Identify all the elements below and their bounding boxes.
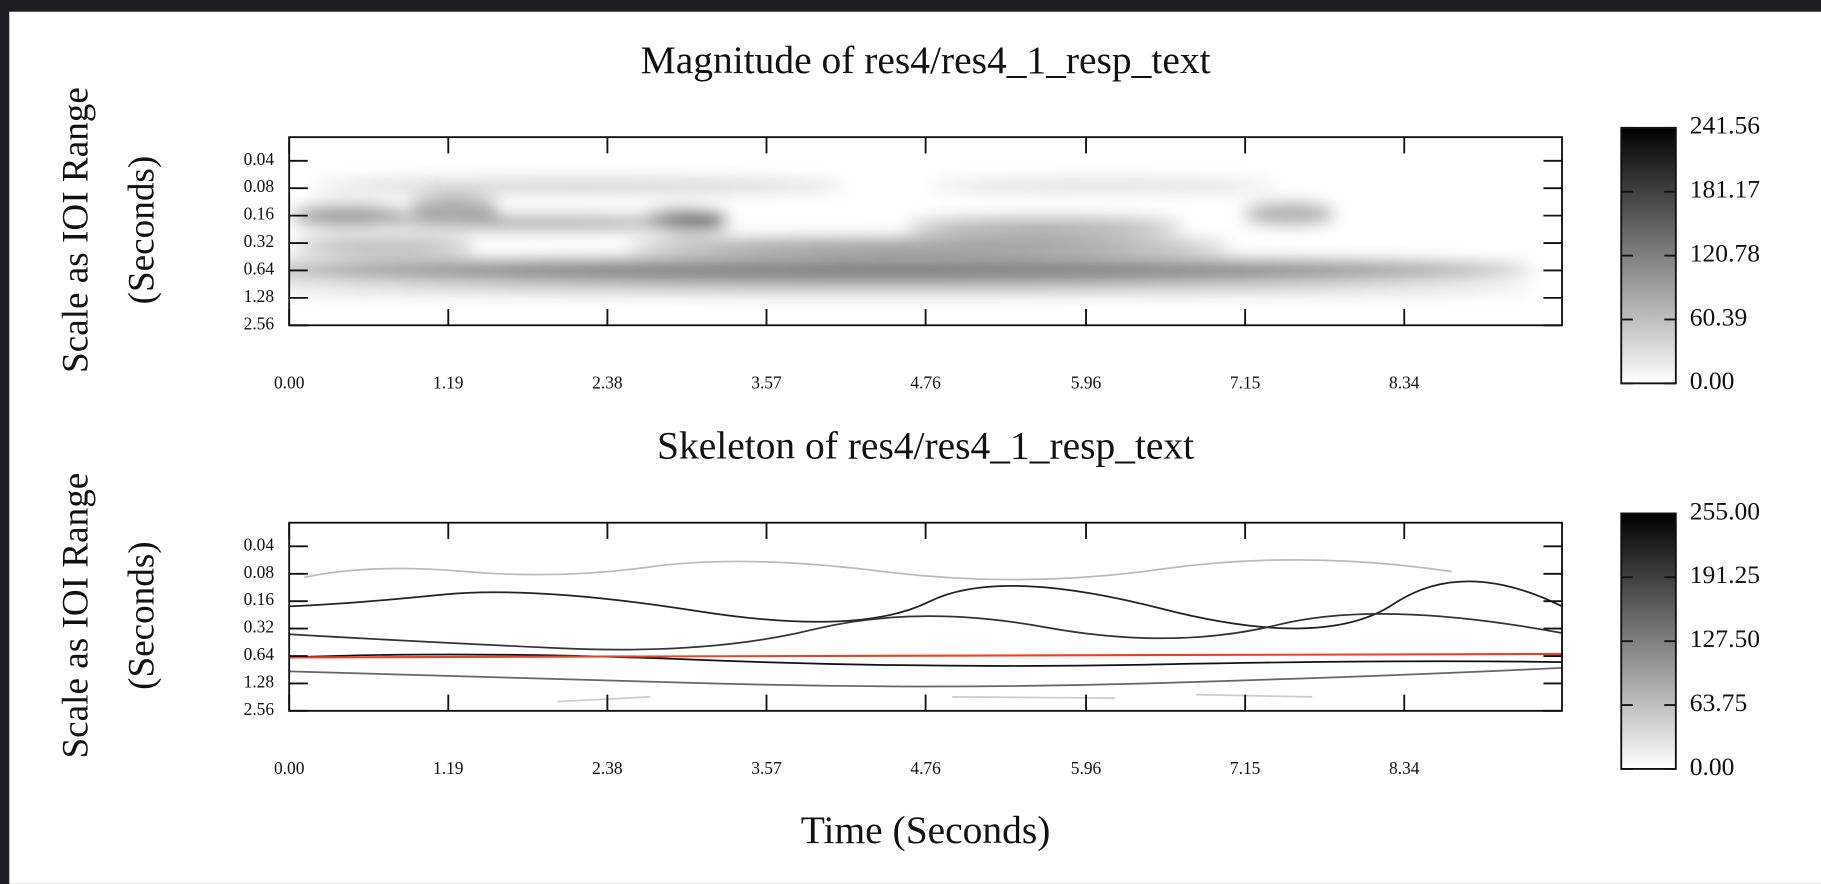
x-tick-label: 8.34 <box>1389 758 1420 778</box>
x-tick-label: 0.00 <box>274 758 305 778</box>
x-tick-label: 1.19 <box>433 758 463 778</box>
x-tick-label: 3.57 <box>751 758 782 778</box>
y-tick-label: 1.28 <box>244 286 275 306</box>
x-tick-label: 7.15 <box>1230 758 1261 778</box>
colorbar-tick-label: 120.78 <box>1690 238 1760 267</box>
y-tick-label: 2.56 <box>244 699 275 719</box>
y-tick-label: 0.32 <box>244 231 274 251</box>
y-tick-label: 0.04 <box>244 149 275 169</box>
colorbar-tick-label: 60.39 <box>1690 302 1747 331</box>
y-tick-label: 0.08 <box>244 562 275 582</box>
x-tick-label: 7.15 <box>1230 373 1261 393</box>
y-tick-label: 0.32 <box>244 617 274 637</box>
y-tick-label: 0.16 <box>244 204 275 224</box>
chart-title: Magnitude of res4/res4_1_resp_text <box>641 38 1211 82</box>
magnitude-image <box>289 137 1563 326</box>
y-tick-label: 0.08 <box>244 176 275 196</box>
colorbar-tick-label: 241.56 <box>1690 111 1760 140</box>
x-tick-label: 1.19 <box>433 373 463 393</box>
y-axis-label: Scale as IOI Range <box>56 473 97 759</box>
colorbar-tick-label: 181.17 <box>1690 175 1760 204</box>
x-tick-label: 4.76 <box>910 373 941 393</box>
x-tick-label: 5.96 <box>1071 758 1102 778</box>
y-axis-label: Scale as IOI Range <box>56 87 97 373</box>
colorbar-tick-label: 0.00 <box>1690 366 1735 395</box>
x-tick-label: 4.76 <box>910 758 941 778</box>
y-axis-label: (Seconds) <box>122 541 163 690</box>
colorbar-tick-label: 191.25 <box>1690 560 1760 589</box>
x-tick-label: 5.96 <box>1071 373 1102 393</box>
y-tick-label: 0.64 <box>244 644 275 664</box>
colorbar-tick-label: 127.50 <box>1690 624 1760 653</box>
skeleton-image <box>289 559 1563 703</box>
y-tick-label: 0.64 <box>244 258 275 278</box>
x-tick-label: 0.00 <box>274 373 305 393</box>
colorbar-tick-label: 0.00 <box>1690 752 1735 781</box>
y-tick-label: 2.56 <box>244 313 275 333</box>
x-tick-label: 2.38 <box>592 758 623 778</box>
colorbar-tick-label: 255.00 <box>1690 496 1760 525</box>
y-tick-label: 1.28 <box>244 671 275 691</box>
x-tick-label: 8.34 <box>1389 373 1420 393</box>
x-axis-label: Time (Seconds) <box>801 808 1051 852</box>
x-tick-label: 3.57 <box>751 373 782 393</box>
x-tick-label: 2.38 <box>592 373 623 393</box>
chart-title: Skeleton of res4/res4_1_resp_text <box>657 424 1194 468</box>
colorbar-tick-label: 63.75 <box>1690 688 1747 717</box>
y-axis-label: (Seconds) <box>122 156 163 305</box>
y-tick-label: 0.04 <box>244 534 275 554</box>
y-tick-label: 0.16 <box>244 589 275 609</box>
